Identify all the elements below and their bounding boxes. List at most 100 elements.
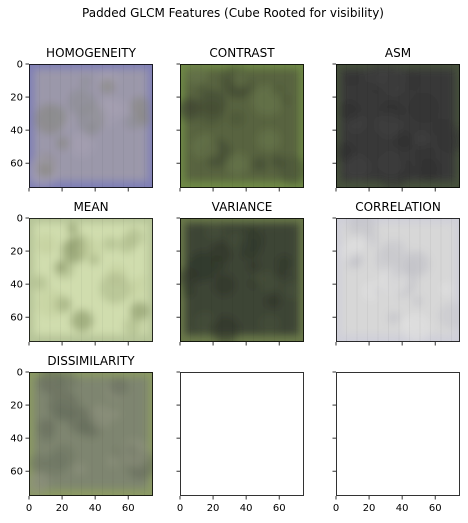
image-texture-blob: [76, 104, 105, 133]
image-texture-blob: [211, 315, 240, 342]
axes-frame: [180, 64, 304, 188]
axes-frame: [336, 372, 460, 496]
image-texture-blob: [438, 302, 460, 330]
image-texture-blob: [414, 144, 436, 166]
image-texture-blob: [180, 267, 199, 288]
y-tick-label: 20: [10, 247, 23, 258]
image-texture-blob: [400, 317, 411, 329]
heatmap-image: [29, 372, 153, 496]
image-texture-blob: [279, 94, 291, 106]
image-texture-blob: [100, 78, 115, 94]
axes-frame: [29, 218, 153, 342]
x-tick-label: 20: [363, 503, 376, 514]
panel-correlation: CORRELATION: [332, 200, 460, 346]
image-texture-blob: [345, 72, 361, 87]
image-texture-blob: [205, 222, 224, 241]
image-texture-blob: [73, 463, 86, 476]
image-texture-blob: [247, 260, 260, 273]
image-texture-blob: [380, 239, 408, 267]
image-texture-blob: [124, 227, 144, 247]
heatmap-image: [29, 218, 153, 342]
axes-frame: [180, 218, 304, 342]
x-tick-label: 0: [333, 503, 339, 514]
heatmap-image: [180, 64, 304, 188]
image-texture-blob: [120, 438, 150, 468]
image-texture-blob: [38, 372, 65, 395]
y-tick-label: 60: [10, 313, 23, 324]
image-texture-blob: [37, 162, 54, 178]
image-texture-blob: [350, 254, 363, 267]
image-texture-blob: [106, 455, 119, 468]
image-texture-blob: [344, 155, 370, 180]
image-texture-blob: [39, 427, 55, 443]
image-texture-blob: [39, 241, 53, 255]
image-texture-blob: [228, 110, 245, 127]
y-tick-label: 60: [10, 159, 23, 170]
x-tick-label: 20: [56, 503, 69, 514]
image-texture-blob: [439, 282, 454, 296]
panel-variance: VARIANCE: [176, 200, 304, 346]
x-tick-label: 40: [396, 503, 409, 514]
image-texture-blob: [180, 98, 201, 122]
image-texture-blob: [390, 262, 406, 278]
image-texture-blob: [278, 155, 304, 185]
panel-title: CORRELATION: [355, 200, 441, 214]
image-texture-blob: [88, 404, 113, 429]
image-texture-blob: [394, 131, 414, 151]
y-tick-label: 0: [17, 60, 23, 71]
image-texture-blob: [210, 240, 233, 263]
panel-title: ASM: [385, 46, 411, 60]
heatmap-image: [29, 64, 153, 188]
y-tick-label: 40: [10, 126, 23, 137]
image-texture-blob: [257, 128, 280, 151]
image-texture-blob: [193, 311, 218, 336]
axes-frame: [29, 372, 153, 496]
image-texture-blob: [55, 136, 70, 150]
image-texture-blob: [36, 288, 66, 318]
panel-title: DISSIMILARITY: [47, 354, 135, 368]
image-texture-blob: [272, 84, 284, 96]
image-texture-blob: [238, 237, 261, 261]
image-texture-blob: [124, 114, 141, 130]
x-tick-label: 0: [177, 503, 183, 514]
x-tick-label: 20: [207, 503, 220, 514]
panel-mean: MEAN 0 20 40 60: [10, 200, 153, 346]
image-texture-blob: [29, 471, 50, 496]
panel-asm: ASM: [332, 46, 460, 192]
panel-empty-8: 0 20 40 60: [332, 371, 460, 514]
y-tick-label: 60: [10, 467, 23, 478]
y-tick-label: 40: [10, 280, 23, 291]
image-texture-blob: [29, 453, 49, 474]
image-texture-blob: [199, 89, 227, 118]
image-texture-blob: [265, 292, 282, 310]
image-texture-blob: [403, 250, 430, 278]
figure-suptitle: Padded GLCM Features (Cube Rooted for vi…: [82, 6, 384, 20]
panel-contrast: CONTRAST: [176, 46, 304, 192]
image-texture-blob: [379, 152, 405, 179]
image-texture-blob: [283, 281, 301, 300]
axes-frame: [336, 218, 460, 342]
x-tick-label: 60: [273, 503, 286, 514]
image-texture-blob: [225, 153, 249, 176]
image-texture-blob: [253, 272, 266, 285]
image-texture-blob: [48, 390, 80, 421]
panel-title: HOMOGENEITY: [46, 46, 137, 60]
image-texture-blob: [102, 236, 118, 252]
y-tick-label: 40: [10, 434, 23, 445]
image-texture-blob: [70, 309, 94, 333]
image-texture-blob: [213, 273, 236, 297]
image-texture-blob: [182, 285, 195, 298]
panel-title: VARIANCE: [212, 200, 273, 214]
image-texture-blob: [46, 105, 69, 128]
image-texture-blob: [412, 295, 423, 307]
image-texture-blob: [339, 100, 360, 122]
image-texture-blob: [444, 135, 458, 149]
image-texture-blob: [50, 444, 75, 469]
image-texture-blob: [231, 69, 250, 88]
panel-empty-7: 0 20 40 60: [176, 371, 304, 514]
axes-frame: [336, 64, 460, 188]
image-texture-blob: [197, 84, 208, 95]
image-texture-blob: [123, 317, 142, 336]
image-texture-blob: [80, 76, 92, 88]
y-tick-label: 20: [10, 93, 23, 104]
